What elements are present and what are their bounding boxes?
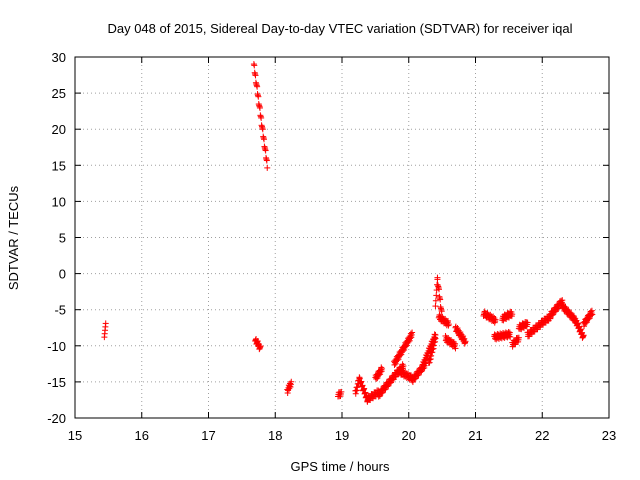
x-tick-label: 16 [135, 428, 149, 443]
data-point [434, 274, 441, 281]
data-point [437, 296, 444, 303]
data-point [575, 320, 582, 327]
data-point [492, 316, 499, 323]
y-tick-label: 5 [59, 231, 66, 246]
data-points [101, 61, 596, 405]
data-point [102, 320, 109, 327]
data-point [432, 335, 439, 342]
data-point [379, 365, 386, 372]
data-point [261, 136, 268, 143]
x-tick-label: 19 [335, 428, 349, 443]
x-tick-label: 22 [535, 428, 549, 443]
data-point [259, 126, 266, 133]
data-point [257, 343, 264, 350]
data-point [452, 345, 459, 352]
data-point [288, 378, 295, 385]
data-point [438, 308, 445, 315]
data-point [338, 388, 345, 395]
x-tick-label: 21 [468, 428, 482, 443]
chart-title: Day 048 of 2015, Sidereal Day-to-day VTE… [107, 21, 572, 36]
y-tick-label: -20 [47, 411, 66, 426]
x-tick-label: 20 [402, 428, 416, 443]
data-point [255, 93, 262, 100]
x-tick-label: 18 [268, 428, 282, 443]
data-point [356, 375, 363, 382]
data-point [400, 363, 407, 370]
data-point [361, 385, 368, 392]
data-point [362, 389, 369, 396]
data-point [254, 83, 261, 90]
y-tick-labels: -20 -15 -10 -5 0 5 10 15 20 25 30 [47, 50, 66, 426]
data-point [432, 297, 439, 304]
data-point [462, 338, 469, 345]
x-tick-labels: 15 16 17 18 19 20 21 22 23 [68, 428, 616, 443]
data-point [589, 311, 596, 318]
data-point [358, 378, 365, 385]
x-tick-label: 15 [68, 428, 82, 443]
data-point [509, 311, 516, 318]
y-tick-label: 20 [52, 122, 66, 137]
y-tick-label: -5 [54, 303, 66, 318]
y-tick-label: 25 [52, 86, 66, 101]
data-point [263, 157, 270, 164]
y-tick-label: -15 [47, 375, 66, 390]
x-tick-label: 17 [201, 428, 215, 443]
y-tick-label: 10 [52, 194, 66, 209]
data-point [580, 332, 587, 339]
data-point [256, 104, 263, 111]
y-tick-label: -10 [47, 339, 66, 354]
grid-lines [75, 57, 609, 418]
data-point [507, 333, 514, 340]
data-point [436, 286, 443, 293]
y-axis-label: SDTVAR / TECUs [6, 185, 21, 290]
axis-ticks [74, 56, 610, 419]
data-point [433, 292, 440, 299]
data-point [515, 334, 522, 341]
y-tick-label: 15 [52, 158, 66, 173]
data-point [264, 164, 271, 171]
data-point [409, 329, 416, 336]
x-tick-label: 23 [602, 428, 616, 443]
data-point [258, 114, 265, 121]
data-point [445, 321, 452, 328]
y-tick-label: 0 [59, 267, 66, 282]
data-point [359, 382, 366, 389]
data-point [252, 72, 259, 79]
data-point [262, 147, 269, 154]
data-point [432, 303, 439, 310]
data-point [251, 62, 258, 69]
y-tick-label: 30 [52, 50, 66, 65]
data-point [254, 338, 261, 345]
data-point [577, 326, 584, 333]
x-axis-label: GPS time / hours [291, 459, 390, 474]
data-point [524, 319, 531, 326]
